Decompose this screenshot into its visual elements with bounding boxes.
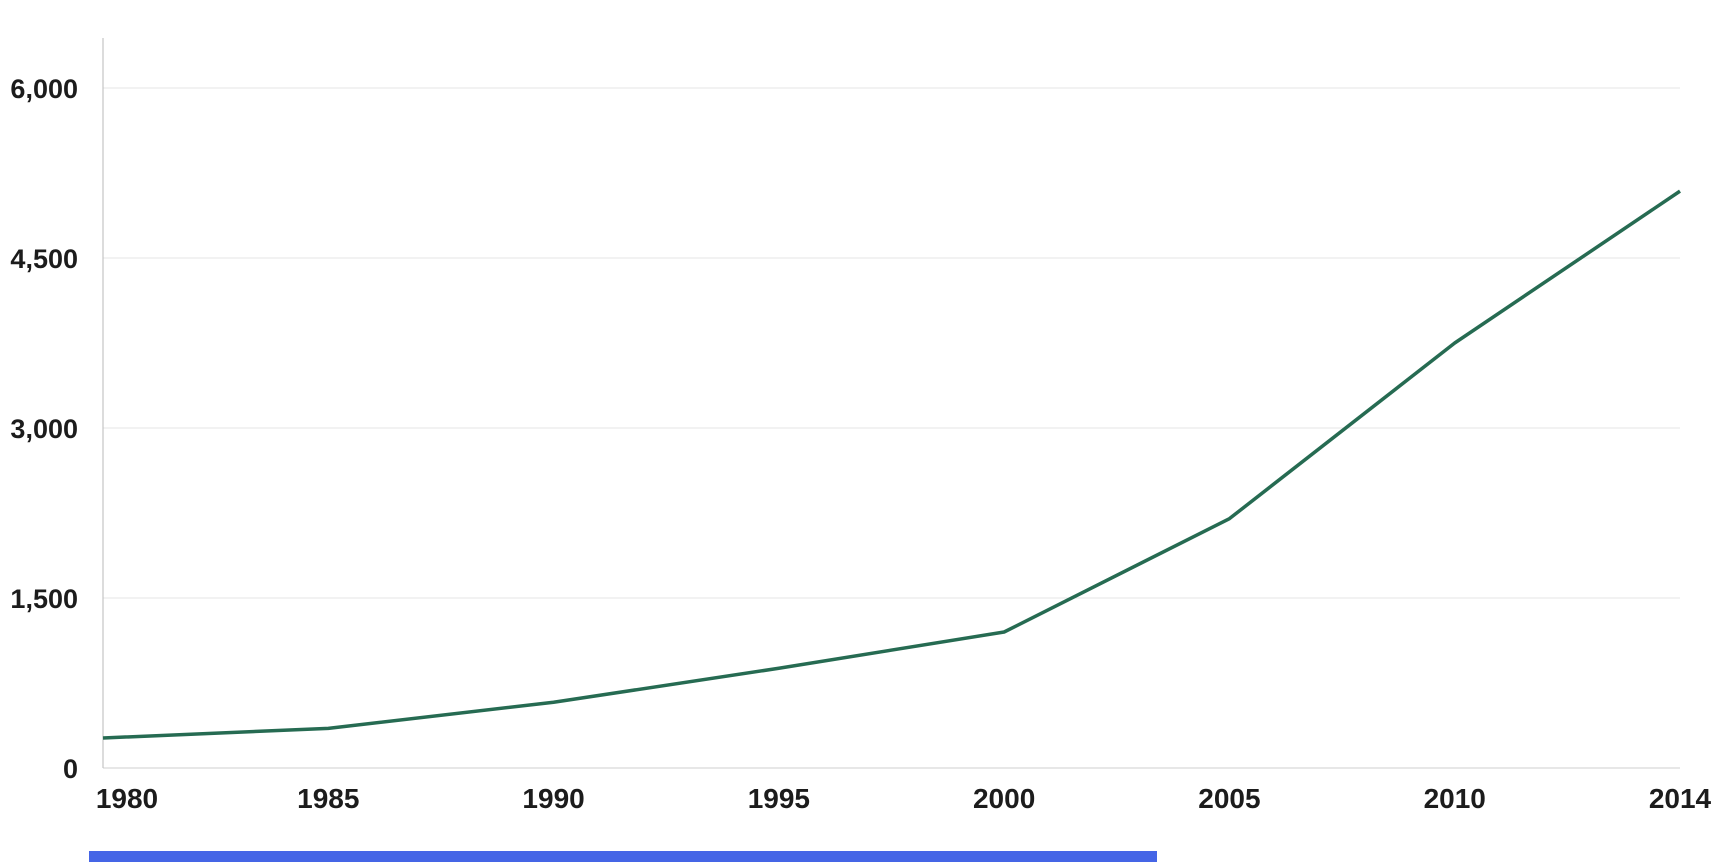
y-tick-label: 3,000 (10, 414, 78, 444)
data-line (103, 191, 1680, 738)
y-tick-label: 0 (63, 754, 78, 784)
x-tick-label: 2014 (1649, 783, 1712, 814)
x-tick-label: 2005 (1198, 783, 1260, 814)
partial-bottom-bar (89, 851, 1157, 862)
data-series (103, 191, 1680, 738)
x-tick-label: 1995 (748, 783, 810, 814)
x-axis-labels: 1980 1985 1990 1995 2000 2005 2010 2014 (96, 783, 1712, 814)
y-tick-label: 1,500 (10, 584, 78, 614)
gridlines (103, 88, 1680, 768)
x-tick-label: 2000 (973, 783, 1035, 814)
y-tick-label: 4,500 (10, 244, 78, 274)
y-axis-labels: 0 1,500 3,000 4,500 6,000 (10, 74, 78, 784)
x-tick-label: 1980 (96, 783, 158, 814)
x-tick-label: 1985 (297, 783, 359, 814)
x-tick-label: 1990 (522, 783, 584, 814)
x-tick-label: 2010 (1424, 783, 1486, 814)
y-tick-label: 6,000 (10, 74, 78, 104)
